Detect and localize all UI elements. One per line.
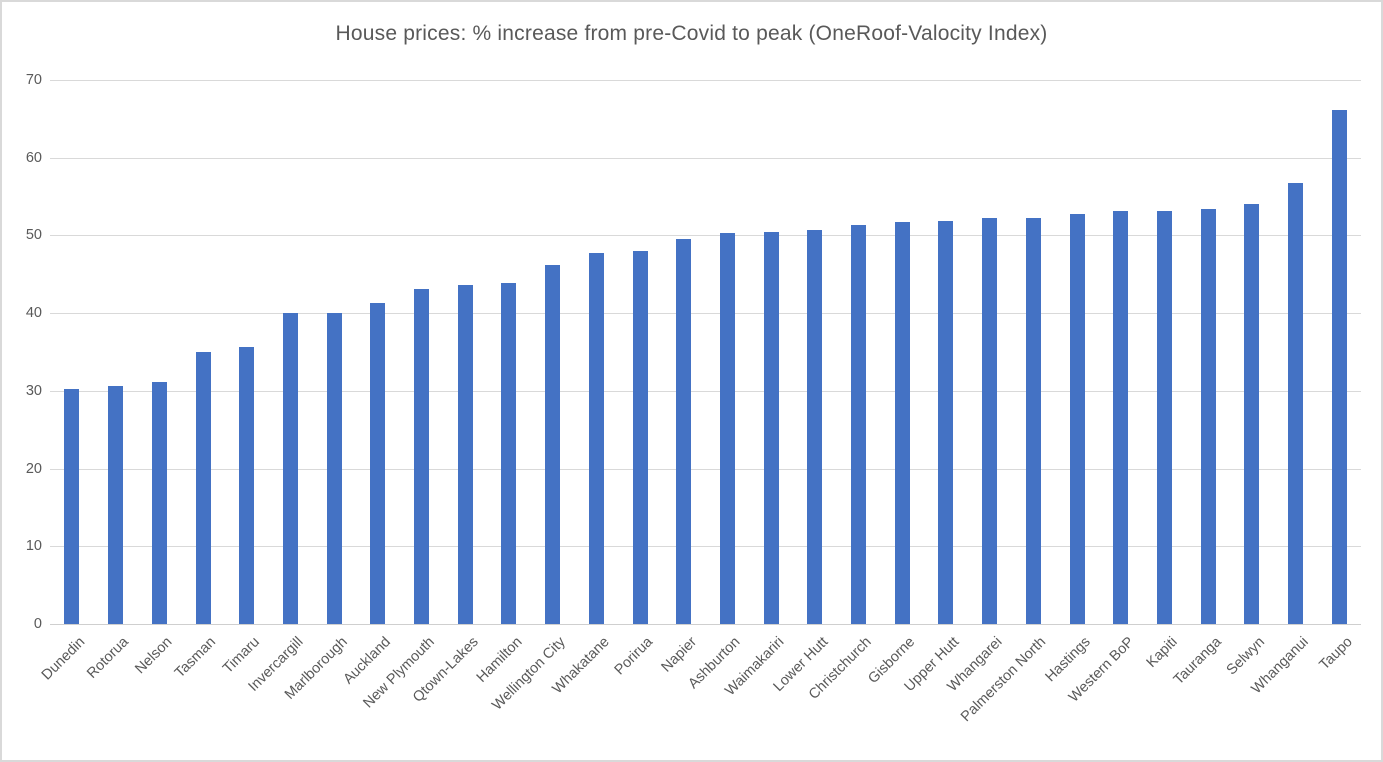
bar-tauranga — [1200, 209, 1216, 624]
bar-auckland — [370, 303, 386, 624]
y-axis-tick-label: 40 — [25, 305, 42, 322]
x-axis-label: Napier — [658, 634, 701, 676]
bar-qtown-lakes — [457, 285, 473, 624]
gridline — [50, 313, 1361, 315]
y-axis-tick-label: 10 — [25, 538, 42, 555]
bar-nelson — [151, 382, 167, 624]
bar-napier — [676, 239, 692, 624]
bar-taupo — [1331, 109, 1347, 624]
bar-marlborough — [326, 313, 342, 624]
x-axis-line — [50, 624, 1361, 625]
x-axis-label: Rotorua — [84, 634, 132, 682]
gridline — [50, 157, 1361, 159]
bar-christchurch — [851, 225, 866, 624]
x-axis-label: Dunedin — [38, 634, 89, 684]
y-axis-tick-label: 20 — [25, 460, 42, 477]
gridline — [50, 468, 1361, 470]
x-axis-label: Tasman — [172, 634, 220, 682]
x-axis-label: Taupo — [1316, 634, 1356, 674]
bar-upper-hutt — [938, 220, 954, 624]
chart-title: House prices: % increase from pre-Covid … — [335, 22, 1048, 45]
x-axis-label: Kapiti — [1143, 634, 1181, 671]
gridline — [50, 390, 1361, 392]
bar-timaru — [239, 346, 255, 624]
x-axis-label: Timaru — [220, 634, 264, 677]
y-axis-tick-label: 50 — [25, 227, 42, 244]
y-axis-tick-label: 70 — [25, 72, 42, 88]
gridline — [50, 235, 1361, 237]
bar-western-bop — [1113, 210, 1129, 624]
bar-waimakariri — [763, 232, 779, 624]
bar-lower-hutt — [807, 230, 823, 624]
bar-hastings — [1069, 214, 1085, 624]
gridline — [50, 80, 1361, 81]
x-axis-label: Tauranga — [1170, 634, 1225, 689]
bar-whangarei — [982, 218, 998, 624]
bar-selwyn — [1244, 203, 1260, 624]
y-axis-tick-label: 60 — [25, 149, 42, 166]
bar-rotorua — [108, 386, 124, 624]
bar-dunedin — [64, 388, 80, 624]
x-axis-label: Porirua — [611, 634, 657, 679]
bar-kapiti — [1156, 210, 1172, 624]
bar-tasman — [195, 352, 211, 624]
bar-whakatane — [588, 252, 604, 624]
x-axis-label: Palmerston North — [958, 634, 1050, 726]
bar-palmerston-north — [1025, 218, 1041, 624]
bar-whanganui — [1288, 183, 1303, 624]
bar-new-plymouth — [414, 289, 429, 624]
bar-gisborne — [894, 222, 910, 624]
bar-wellington-city — [545, 265, 560, 624]
bar-invercargill — [282, 313, 298, 624]
bar-ashburton — [719, 233, 735, 624]
gridline — [50, 546, 1361, 548]
x-axis-label: Nelson — [132, 634, 176, 678]
bar-hamilton — [501, 282, 517, 624]
y-axis-tick-label: 0 — [33, 616, 42, 632]
bar-porirua — [632, 251, 648, 624]
y-axis-tick-label: 30 — [25, 382, 42, 399]
